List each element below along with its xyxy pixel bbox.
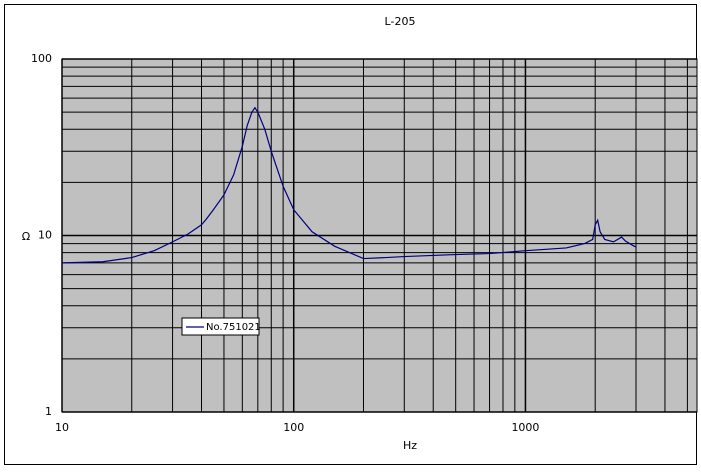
x-tick-label: 1000 — [511, 421, 539, 434]
y-tick-label: 100 — [31, 52, 52, 65]
x-axis-label: Hz — [403, 439, 417, 452]
legend: No.751021 — [181, 317, 261, 336]
chart-title: L-205 — [385, 15, 416, 28]
y-axis-label: Ω — [22, 230, 30, 243]
plot-frame — [61, 58, 698, 413]
x-tick-label: 100 — [283, 421, 304, 434]
y-tick-label: 10 — [38, 229, 52, 242]
y-tick-label: 1 — [45, 405, 52, 418]
legend-label: No.751021 — [206, 322, 261, 333]
x-tick-label: 10 — [55, 421, 69, 434]
data-line — [61, 106, 637, 264]
legend-box — [181, 317, 260, 336]
